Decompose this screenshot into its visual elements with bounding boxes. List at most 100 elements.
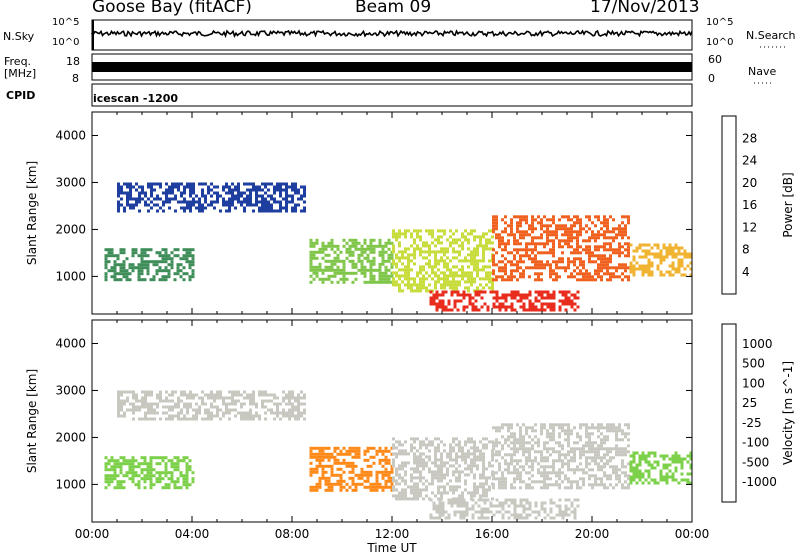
data-cell <box>162 254 165 257</box>
data-cell <box>478 294 481 297</box>
data-cell <box>331 263 334 266</box>
data-cell <box>261 403 264 406</box>
data-cell <box>579 269 582 272</box>
data-cell <box>189 207 192 210</box>
data-cell <box>419 283 422 286</box>
data-cell <box>546 474 549 477</box>
data-cell <box>285 189 288 192</box>
data-cell <box>612 471 615 474</box>
data-cell <box>460 300 463 303</box>
data-cell <box>446 470 449 473</box>
data-cell <box>246 195 249 198</box>
data-cell <box>458 253 461 256</box>
data-cell <box>564 233 567 236</box>
data-cell <box>455 470 458 473</box>
data-cell <box>171 192 174 195</box>
data-cell <box>579 477 582 480</box>
data-cell <box>547 306 550 309</box>
data-cell <box>126 204 129 207</box>
data-cell <box>105 474 108 477</box>
data-cell <box>485 467 488 470</box>
data-cell <box>422 241 425 244</box>
data-cell <box>495 233 498 236</box>
data-cell <box>452 485 455 488</box>
data-cell <box>504 483 507 486</box>
data-cell <box>210 391 213 394</box>
data-cell <box>648 470 651 473</box>
data-cell <box>373 483 376 486</box>
data-cell <box>273 397 276 400</box>
data-cell <box>507 468 510 471</box>
data-cell <box>349 465 352 468</box>
data-cell <box>433 502 436 505</box>
data-cell <box>457 309 460 312</box>
data-cell <box>340 477 343 480</box>
data-cell <box>544 502 547 505</box>
data-cell <box>452 449 455 452</box>
data-cell <box>636 467 639 470</box>
data-cell <box>504 215 507 218</box>
data-cell <box>531 230 534 233</box>
data-cell <box>120 251 123 254</box>
data-cell <box>540 474 543 477</box>
data-cell <box>552 465 555 468</box>
data-cell <box>126 459 129 462</box>
data-cell <box>475 511 478 514</box>
data-cell <box>513 477 516 480</box>
data-cell <box>398 497 401 500</box>
y-tick-label: 2000 <box>55 430 86 444</box>
data-cell <box>442 505 445 508</box>
data-cell <box>535 291 538 294</box>
data-cell <box>525 426 528 429</box>
data-cell <box>291 409 294 412</box>
data-cell <box>464 280 467 283</box>
data-cell <box>458 259 461 262</box>
data-cell <box>495 224 498 227</box>
data-cell <box>279 189 282 192</box>
data-cell <box>485 271 488 274</box>
data-cell <box>498 429 501 432</box>
data-cell <box>501 435 504 438</box>
data-cell <box>180 183 183 186</box>
data-cell <box>546 251 549 254</box>
data-cell <box>464 452 467 455</box>
data-cell <box>675 247 678 250</box>
data-cell <box>261 406 264 409</box>
data-cell <box>436 297 439 300</box>
data-cell <box>517 505 520 508</box>
data-cell <box>484 502 487 505</box>
data-cell <box>177 477 180 480</box>
data-cell <box>555 423 558 426</box>
data-cell <box>294 397 297 400</box>
data-cell <box>334 269 337 272</box>
data-cell <box>401 497 404 500</box>
data-cell <box>485 443 488 446</box>
data-cell <box>228 403 231 406</box>
data-cell <box>537 471 540 474</box>
data-cell <box>594 278 597 281</box>
data-cell <box>373 269 376 272</box>
data-cell <box>498 245 501 248</box>
data-cell <box>603 453 606 456</box>
data-cell <box>630 470 633 473</box>
data-cell <box>401 461 404 464</box>
data-cell <box>660 256 663 259</box>
data-cell <box>612 447 615 450</box>
data-cell <box>159 260 162 263</box>
data-cell <box>243 201 246 204</box>
data-cell <box>138 195 141 198</box>
data-cell <box>516 224 519 227</box>
data-cell <box>186 257 189 260</box>
data-cell <box>537 444 540 447</box>
data-cell <box>657 253 660 256</box>
data-cell <box>558 242 561 245</box>
data-cell <box>585 278 588 281</box>
data-cell <box>410 244 413 247</box>
data-cell <box>546 450 549 453</box>
data-cell <box>550 309 553 312</box>
data-cell <box>541 306 544 309</box>
data-cell <box>482 277 485 280</box>
data-cell <box>174 486 177 489</box>
data-cell <box>666 247 669 250</box>
data-cell <box>162 486 165 489</box>
